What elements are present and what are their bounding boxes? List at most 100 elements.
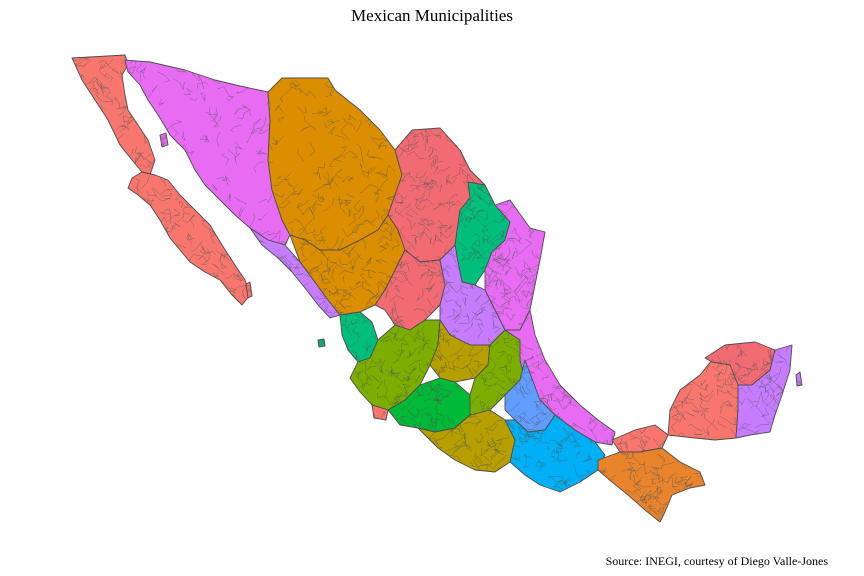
municipality-border [608,506,617,515]
municipality-border [364,344,376,353]
municipality-border [381,335,393,344]
municipality-border [770,394,777,408]
municipality-border [652,476,664,484]
municipality-border [397,138,417,152]
municipality-border [692,409,702,414]
municipality-border [718,420,727,429]
municipality-border [522,433,536,441]
municipality-border [466,365,474,377]
municipality-border [221,262,228,270]
municipality-border [570,383,581,393]
municipality-border [681,402,699,411]
municipality-border [300,89,317,99]
municipality-border [202,278,210,287]
municipality-border [505,474,514,483]
municipality-border [200,92,206,102]
municipality-border [461,169,471,179]
municipality-border [552,384,567,395]
municipality-border [345,318,359,329]
municipality-border [350,365,352,370]
municipality-border [428,306,434,316]
municipality-border [130,234,137,248]
municipality-border [384,226,396,236]
municipality-border [524,430,537,439]
municipality-border [274,229,281,244]
municipality-border [670,432,685,437]
municipality-border [342,276,345,283]
municipality-border [620,468,635,472]
municipality-border [293,260,302,270]
state-chiapas [597,447,706,523]
municipality-border [639,440,651,452]
municipality-border [398,144,413,158]
municipality-border [632,480,642,493]
municipality-border [311,203,322,219]
municipality-border [491,232,504,245]
municipality-border [186,232,193,244]
municipality-border [189,213,196,228]
municipality-border [268,138,273,150]
municipality-border [592,364,608,374]
municipality-border [572,310,581,312]
municipality-border [492,449,501,458]
municipality-border [92,77,107,93]
municipality-border [687,388,695,401]
municipality-border [501,292,510,306]
municipality-border [571,317,580,321]
municipality-border [233,224,248,233]
municipality-border [344,150,359,159]
municipality-border [376,235,385,245]
municipality-border [668,355,673,358]
municipality-border [397,128,404,137]
municipality-border [464,436,472,449]
municipality-border [168,241,173,255]
municipality-border [761,407,770,417]
municipality-border [485,424,499,435]
municipality-border [513,490,528,492]
municipality-border [484,343,490,354]
municipality-border [299,217,315,236]
municipality-border [758,391,764,403]
municipality-border [246,75,260,82]
municipality-border [774,348,782,359]
municipality-border [367,288,376,296]
municipality-border [298,300,312,306]
municipality-border [535,414,541,424]
municipality-border [470,363,487,378]
municipality-border [480,448,489,457]
municipality-border [328,158,343,167]
municipality-border [489,295,497,303]
municipality-border [73,143,88,159]
municipality-border [420,222,430,232]
municipality-border [416,287,424,302]
municipality-border [458,154,467,166]
municipality-border [353,199,362,212]
municipality-border [297,220,304,232]
municipality-border [368,269,377,278]
municipality-border [347,208,352,217]
municipality-border [738,425,749,432]
municipality-border [139,290,153,298]
municipality-border [145,226,158,242]
state-quintana-roo [735,344,793,439]
municipality-border [101,58,114,69]
municipality-border [688,508,705,518]
municipality-border [491,311,498,319]
municipality-border [460,284,469,297]
municipality-border [344,200,349,207]
municipality-border [579,481,586,492]
municipality-border [324,119,340,128]
municipality-border [770,409,777,420]
municipality-border [683,355,686,371]
municipality-border [413,337,424,343]
municipality-border [339,196,351,205]
municipality-border [227,149,237,165]
municipality-border [519,382,526,399]
municipality-border [578,490,582,492]
municipality-border [672,513,678,522]
municipality-border [447,200,465,212]
municipality-border [612,374,615,383]
municipality-border [90,87,99,91]
municipality-border [420,132,429,144]
municipality-border [363,382,372,395]
